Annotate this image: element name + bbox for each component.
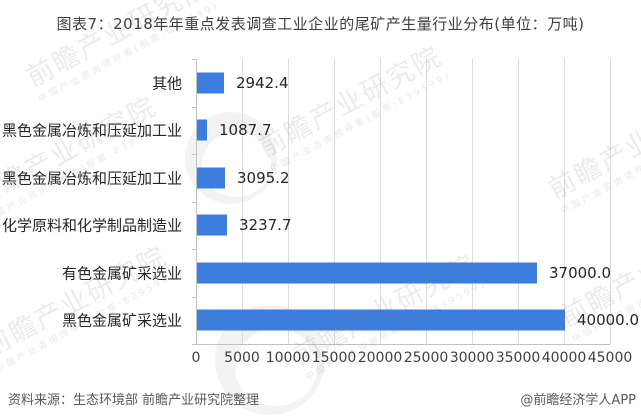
- bar-row: 3095.2: [196, 154, 610, 202]
- bar: [197, 167, 225, 189]
- y-axis-tick: [192, 107, 196, 108]
- x-axis-tick-label: 5000: [224, 350, 260, 366]
- bar: [197, 262, 537, 284]
- gridline: [518, 59, 519, 344]
- x-axis-tick-label: 40000: [541, 350, 587, 366]
- y-axis-tick: [192, 202, 196, 203]
- footer-source: 资料来源：生态环境部 前瞻产业研究院整理: [8, 393, 260, 408]
- y-axis-tick: [192, 154, 196, 155]
- x-axis-tick-label: 0: [191, 350, 201, 366]
- bar-row: 40000.0: [196, 297, 639, 345]
- bar-row: 37000.0: [196, 249, 612, 297]
- bar-value-label: 1087.7: [219, 121, 272, 140]
- bar-value-label: 3095.2: [237, 168, 290, 187]
- category-label: 化学原料和化学制品制造业: [1, 216, 182, 235]
- bar-row: 1087.7: [196, 107, 610, 155]
- gridline: [472, 59, 473, 344]
- x-axis-tick-label: 45000: [587, 350, 633, 366]
- y-axis-tick: [192, 249, 196, 250]
- x-axis-tick-label: 35000: [495, 350, 541, 366]
- bar: [197, 309, 565, 331]
- bar-value-label: 37000.0: [549, 263, 612, 282]
- x-axis-tick-label: 15000: [311, 350, 357, 366]
- chart-title: 图表7：2018年年重点发表调查工业企业的尾矿产生量行业分布(单位：万吨): [56, 15, 585, 33]
- footer-credit: @前瞻经济学人APP: [520, 393, 636, 408]
- bar-row: 3237.7: [196, 202, 610, 250]
- bar: [197, 72, 224, 94]
- gridline: [564, 59, 565, 344]
- bar-value-label: 40000.0: [577, 311, 640, 330]
- category-label: 其他: [151, 74, 182, 93]
- category-label: 黑色金属冶炼和压延加工业: [1, 169, 182, 188]
- category-label: 黑色金属矿采选业: [61, 311, 182, 330]
- gridline: [610, 59, 611, 344]
- gridline: [288, 59, 289, 344]
- gridline: [380, 59, 381, 344]
- y-axis-tick: [192, 344, 196, 345]
- x-axis-tick-label: 20000: [357, 350, 403, 366]
- bar-value-label: 3237.7: [239, 216, 292, 235]
- plot-area: 2942.4 1087.7 3095.2 3237.7 37000.0 40000.0: [192, 59, 639, 345]
- gridline: [242, 59, 243, 344]
- x-axis-line: [196, 344, 610, 345]
- bar-value-label: 2942.4: [236, 73, 289, 92]
- bar: [197, 214, 227, 236]
- text-watermark: 前瞻产业研究院 中国产业咨询领导者(股票:839599): [0, 90, 169, 226]
- x-axis-tick-label: 30000: [449, 350, 495, 366]
- bar: [197, 119, 207, 141]
- y-axis-tick: [192, 59, 196, 60]
- x-axis-tick-label: 10000: [265, 350, 311, 366]
- bar-row: 2942.4: [196, 59, 610, 107]
- category-label: 黑色金属冶炼和压延加工业: [1, 121, 182, 140]
- text-watermark: 前瞻产业研究院 中国产业咨询领导者(股票:839599): [0, 240, 179, 376]
- x-axis-tick-label: 25000: [403, 350, 449, 366]
- y-axis-tick: [192, 297, 196, 298]
- y-axis-line: [196, 59, 197, 344]
- gridline: [334, 59, 335, 344]
- gridline: [426, 59, 427, 344]
- category-label: 有色金属矿采选业: [61, 264, 182, 283]
